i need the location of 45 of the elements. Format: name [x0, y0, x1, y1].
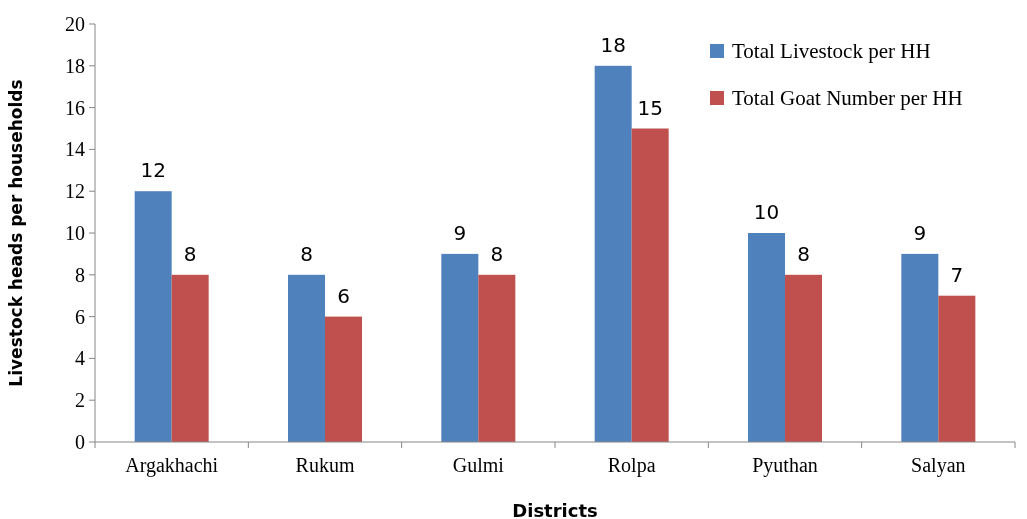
bar [938, 295, 976, 442]
bar [631, 128, 669, 442]
y-tick-label: 4 [75, 347, 85, 370]
data-label: 8 [490, 241, 504, 266]
data-label: 6 [337, 283, 350, 308]
data-label: 10 [753, 200, 780, 224]
x-tick-label: Argakhachi [125, 454, 219, 477]
y-tick-label: 10 [65, 222, 85, 244]
x-tick-label: Rolpa [607, 454, 656, 477]
bar [785, 274, 822, 442]
x-tick-label: Rukum [295, 454, 355, 476]
y-tick-label: 14 [65, 138, 85, 161]
y-tick-label: 0 [75, 431, 85, 453]
data-label: 7 [950, 262, 964, 287]
y-tick-label: 20 [65, 13, 85, 35]
data-label: 9 [913, 220, 927, 245]
data-label: 8 [797, 241, 810, 266]
bar [748, 233, 785, 442]
y-tick-label: 16 [65, 96, 85, 119]
bar [171, 274, 209, 442]
bar [134, 191, 172, 442]
bar [901, 253, 939, 442]
bar [441, 253, 479, 442]
data-label: 8 [300, 241, 313, 266]
data-label: 12 [140, 158, 166, 183]
y-tick-label: 6 [75, 305, 85, 328]
x-tick-label: Pyuthan [752, 454, 818, 477]
x-axis-title: Districts [512, 500, 598, 519]
data-label: 15 [637, 95, 663, 120]
x-tick-label: Salyan [911, 454, 966, 477]
y-axis-title: Livestock heads per households [6, 79, 26, 387]
y-tick-label: 12 [65, 180, 85, 203]
data-label: 9 [453, 220, 467, 245]
y-tick-label: 8 [75, 263, 85, 286]
data-label: 18 [600, 32, 626, 57]
y-tick-label: 18 [65, 54, 85, 77]
bar [478, 274, 516, 442]
bar [594, 65, 632, 442]
x-tick-label: Gulmi [452, 454, 505, 476]
data-label: 8 [183, 241, 197, 266]
bar [288, 274, 325, 442]
bar [325, 316, 362, 442]
legend-label: Total Goat Number per HH [732, 86, 963, 111]
y-tick-label: 2 [75, 389, 85, 412]
legend-label: Total Livestock per HH [732, 39, 931, 64]
